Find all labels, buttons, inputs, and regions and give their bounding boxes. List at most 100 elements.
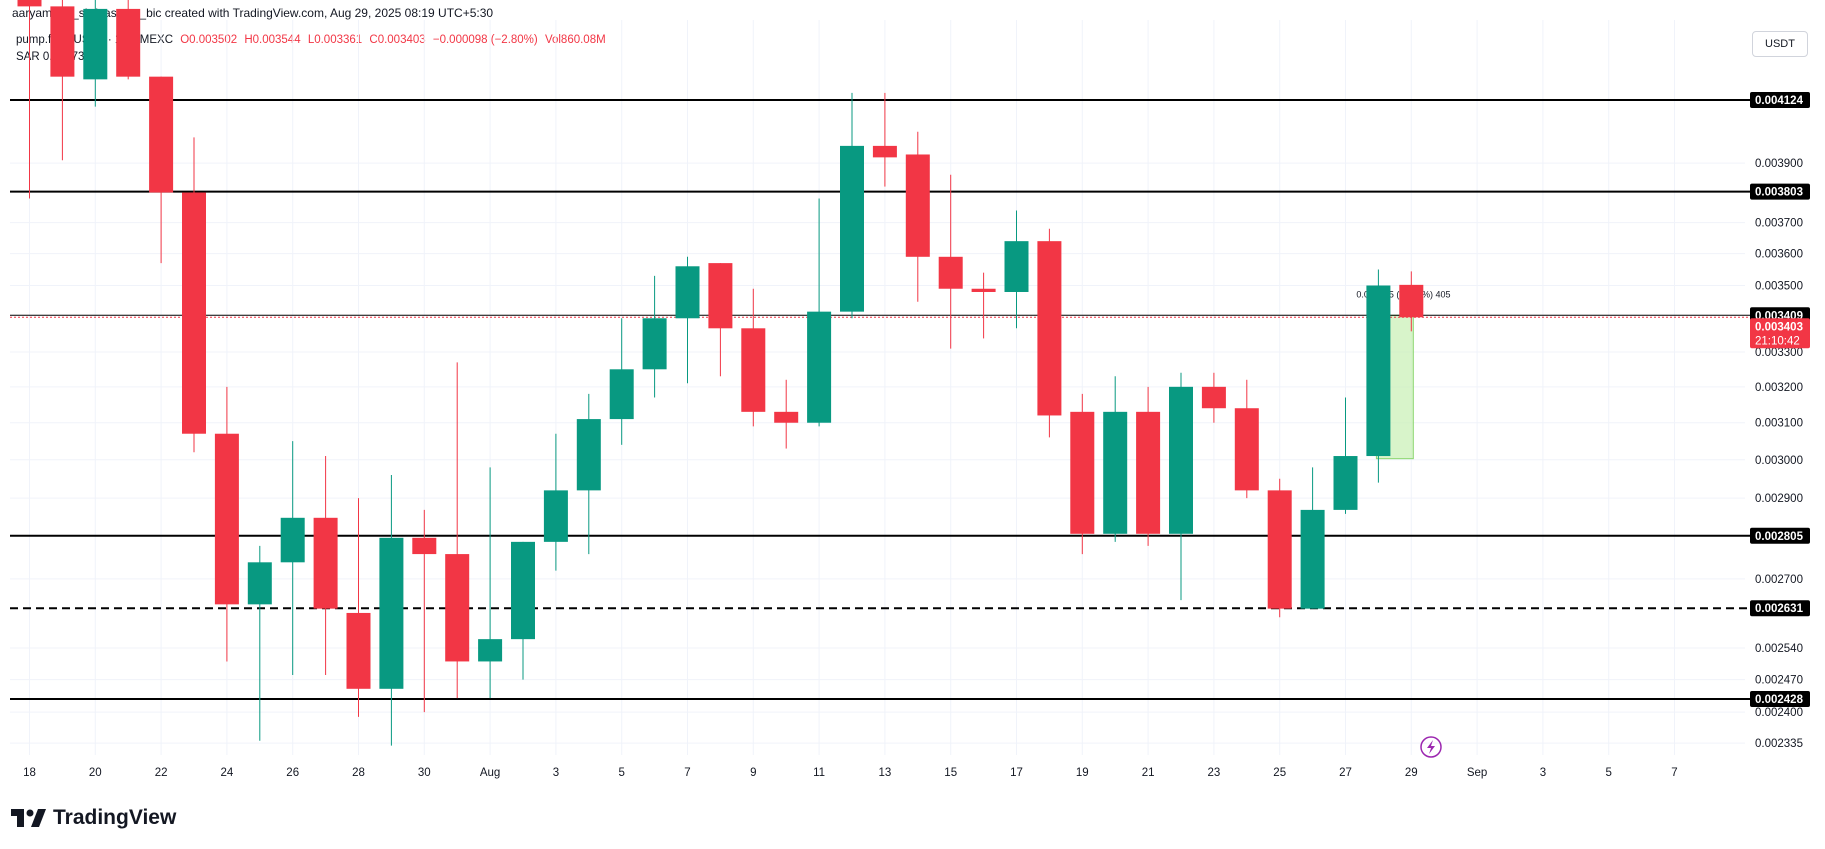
price-tick-label: 0.002540 — [1755, 643, 1803, 655]
candle-body — [412, 537, 437, 555]
candle[interactable] — [1103, 376, 1128, 542]
candle-body — [576, 419, 601, 491]
price-tick-label: 0.002900 — [1755, 493, 1803, 505]
date-tick-label: 26 — [286, 767, 299, 779]
candle[interactable] — [412, 509, 437, 713]
candle[interactable] — [774, 379, 799, 449]
date-tick-label: 13 — [879, 767, 892, 779]
candle[interactable] — [1267, 478, 1292, 618]
candle-body — [116, 8, 141, 77]
candle-body — [1267, 490, 1292, 609]
price-tick-label: 0.002335 — [1755, 738, 1803, 750]
price-tick-label: 0.002400 — [1755, 707, 1803, 719]
candle[interactable] — [1037, 228, 1062, 438]
candle[interactable] — [50, 0, 75, 161]
price-tags: 0.0041240.0038030.0034090.0028050.002631… — [1750, 92, 1810, 707]
candle[interactable] — [1366, 269, 1391, 483]
candle-body — [1037, 241, 1062, 416]
candle[interactable] — [346, 498, 371, 717]
candle-body — [182, 192, 206, 434]
candle[interactable] — [708, 263, 733, 377]
change-value: −0.000098 (−2.80%) — [432, 34, 538, 46]
candle-body — [1234, 408, 1259, 491]
candle-body — [642, 318, 667, 370]
date-tick-label: 3 — [1540, 767, 1546, 779]
low-value: L0.003361 — [307, 34, 363, 46]
candle-body — [675, 266, 700, 319]
brand-name: TradingView — [53, 806, 177, 829]
candle[interactable] — [807, 198, 832, 427]
current-price-label: 0.003403 — [1755, 321, 1803, 333]
currency-button[interactable]: USDT — [1752, 31, 1808, 57]
candle[interactable] — [182, 137, 206, 453]
date-tick-label: 25 — [1273, 767, 1286, 779]
candle[interactable] — [83, 0, 108, 107]
candle[interactable] — [1333, 397, 1358, 514]
candle[interactable] — [1136, 386, 1161, 546]
candle-body — [478, 639, 503, 662]
date-tick-label: 21 — [1142, 767, 1155, 779]
candle[interactable] — [1004, 210, 1029, 329]
countdown-label: 21:10:42 — [1755, 335, 1800, 347]
level-tag — [1750, 183, 1810, 200]
date-tick-label: 27 — [1339, 767, 1352, 779]
candle[interactable] — [478, 467, 503, 699]
price-chart[interactable]: 0.000405 (13.47%) 405 0.0039000.0037000.… — [0, 0, 1825, 790]
candle[interactable] — [247, 545, 272, 741]
candle[interactable] — [938, 174, 963, 349]
candle[interactable] — [1234, 379, 1259, 499]
open-value: O0.003502 — [180, 34, 238, 46]
date-tick-label: 5 — [1605, 767, 1611, 779]
candle[interactable] — [576, 393, 601, 555]
candle[interactable] — [741, 288, 766, 427]
date-tick-label: Aug — [480, 767, 500, 779]
candle[interactable] — [511, 541, 535, 680]
price-tick-label: 0.003700 — [1755, 218, 1803, 230]
candle[interactable] — [1300, 467, 1325, 609]
candle[interactable] — [840, 92, 864, 319]
time-axis: 18 20 22 24 26 28 30 Aug 3 5 7 9 11 13 15 17 19 21 23 25 27 2… — [23, 767, 1678, 779]
price-tick-label: 0.003500 — [1755, 281, 1803, 293]
candle[interactable] — [1399, 271, 1424, 332]
candle-body — [83, 8, 108, 80]
candle[interactable] — [609, 318, 634, 445]
candle[interactable] — [445, 362, 470, 699]
date-tick-label: 17 — [1010, 767, 1023, 779]
candle[interactable] — [905, 131, 930, 302]
candle-body — [971, 288, 996, 292]
candle[interactable] — [379, 474, 404, 746]
candle[interactable] — [675, 256, 700, 384]
candle[interactable] — [116, 0, 141, 80]
candle-body — [543, 490, 568, 542]
date-tick-label: 7 — [684, 767, 690, 779]
candle[interactable] — [1070, 393, 1095, 555]
candle[interactable] — [642, 275, 667, 398]
date-tick-label: 24 — [221, 767, 234, 779]
price-tick-label: 0.003100 — [1755, 418, 1803, 430]
candle[interactable] — [1169, 372, 1193, 601]
candle[interactable] — [971, 272, 996, 339]
candle[interactable] — [214, 386, 239, 662]
date-tick-label: 23 — [1208, 767, 1221, 779]
price-tick-label: 0.003900 — [1755, 158, 1803, 170]
tradingview-logo: TradingView — [11, 806, 176, 830]
candle[interactable] — [313, 456, 338, 676]
price-tick-label: 0.003600 — [1755, 249, 1803, 261]
candle-body — [313, 517, 338, 609]
candle-body — [511, 541, 535, 640]
candle[interactable] — [543, 433, 568, 571]
candle[interactable] — [1201, 372, 1226, 423]
current-price-tag — [1750, 318, 1810, 349]
candle-body — [1399, 284, 1424, 318]
candle[interactable] — [17, 0, 42, 199]
lightning-icon[interactable] — [1420, 736, 1442, 758]
candle-body — [1169, 386, 1193, 534]
candle-body — [872, 145, 897, 158]
candle-body — [346, 612, 371, 689]
candle-body — [609, 369, 634, 420]
candle[interactable] — [872, 92, 897, 187]
volume-value: Vol860.08M — [544, 34, 606, 46]
candle[interactable] — [280, 441, 305, 676]
candle[interactable] — [149, 76, 174, 264]
candles — [17, 0, 1424, 746]
